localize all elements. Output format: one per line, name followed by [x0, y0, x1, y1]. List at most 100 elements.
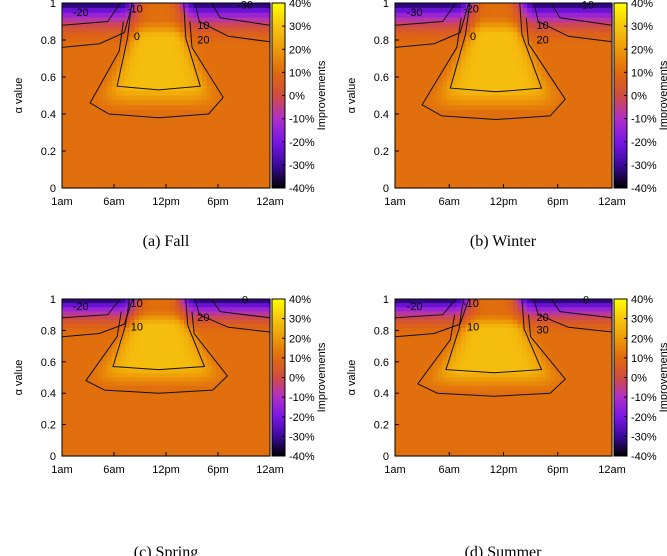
heat-cell [184, 71, 190, 77]
heat-cell [206, 303, 212, 308]
heat-cell [75, 373, 81, 379]
heat-cell [184, 431, 190, 436]
heat-cell [512, 173, 519, 179]
heat-cell [498, 110, 505, 116]
heat-cell [475, 114, 481, 121]
heat-cell [238, 7, 244, 14]
heat-cell [75, 410, 81, 416]
heat-cell [564, 90, 571, 97]
heat-cell [102, 163, 108, 170]
heat-cell [242, 71, 248, 77]
heat-cell [498, 173, 505, 179]
heat-cell [531, 80, 538, 87]
heat-cell [138, 427, 144, 432]
heat-cell [62, 158, 68, 165]
heat-cell [251, 41, 258, 48]
heat-cell [607, 90, 613, 97]
heat-cell [536, 129, 542, 136]
heat-cell [156, 394, 163, 399]
heat-cell [541, 80, 547, 87]
heat-cell [111, 299, 117, 304]
heat-cell [560, 110, 566, 116]
heat-cell [143, 319, 149, 325]
heat-cell [156, 178, 163, 184]
heat-cell [215, 352, 221, 358]
heat-cell [220, 153, 226, 160]
heat-cell [456, 7, 462, 14]
heat-cell [170, 100, 176, 106]
heat-cell [134, 124, 140, 131]
heat-cell [206, 149, 212, 155]
heat-cell [428, 41, 434, 48]
heat-cell [66, 110, 72, 116]
heat-cell [71, 119, 77, 126]
heat-cell [423, 149, 429, 155]
heat-cell [107, 443, 113, 449]
heat-cell [541, 110, 547, 116]
heat-cell [147, 418, 154, 424]
heat-cell [206, 32, 212, 38]
heat-cell [134, 95, 140, 101]
heat-cell [593, 163, 599, 170]
heat-cell [531, 134, 538, 140]
heat-cell [66, 95, 72, 101]
heat-cell [442, 22, 448, 28]
heat-cell [211, 41, 217, 48]
heat-cell [147, 435, 154, 441]
heat-cell [71, 41, 77, 48]
heat-cell [578, 119, 585, 126]
heat-cell [569, 149, 575, 155]
heat-cell [432, 144, 439, 150]
heat-cell [512, 183, 519, 189]
heat-cell [503, 129, 509, 136]
heat-cell [569, 129, 575, 136]
heat-cell [138, 323, 144, 329]
heat-cell [188, 66, 194, 72]
heat-cell [202, 32, 208, 38]
heat-cell [125, 418, 131, 424]
heat-cell [550, 114, 556, 121]
heat-cell [503, 7, 509, 14]
heat-cell [260, 168, 267, 174]
heat-cell [98, 144, 104, 150]
heat-cell [404, 90, 410, 97]
heat-cell [260, 129, 267, 136]
heat-cell [184, 129, 190, 136]
heat-cell [197, 348, 203, 354]
heat-cell [536, 100, 542, 106]
heat-cell [138, 307, 144, 312]
heat-cell [62, 336, 68, 341]
heat-cell [98, 173, 104, 179]
heat-cell [512, 80, 519, 87]
heat-cell [461, 95, 467, 101]
heat-cell [569, 95, 575, 101]
heat-cell [602, 119, 608, 126]
heat-cell [560, 12, 566, 19]
heat-cell [107, 307, 113, 312]
heat-cell [93, 377, 99, 383]
heat-cell [461, 144, 467, 150]
heat-cell [215, 129, 221, 136]
heat-cell [116, 414, 122, 420]
heat-cell [71, 95, 77, 101]
heat-cell [170, 124, 176, 131]
heat-cell [489, 153, 495, 160]
heat-cell [413, 119, 420, 126]
heat-cell [545, 144, 552, 150]
heat-cell [442, 119, 448, 126]
heat-cell [413, 76, 420, 82]
heat-cell [220, 46, 226, 53]
heat-cell [578, 149, 585, 155]
heat-cell [220, 323, 226, 329]
heat-cell [215, 46, 221, 53]
heat-cell [75, 76, 81, 82]
heat-cell [607, 139, 613, 145]
heat-cell [175, 410, 181, 416]
heat-cell [175, 427, 181, 432]
heat-cell [71, 90, 77, 97]
heat-cell [583, 12, 590, 19]
heat-cell [256, 144, 262, 150]
heat-cell [66, 340, 72, 346]
heat-cell [470, 129, 476, 136]
heat-cell [75, 369, 81, 374]
